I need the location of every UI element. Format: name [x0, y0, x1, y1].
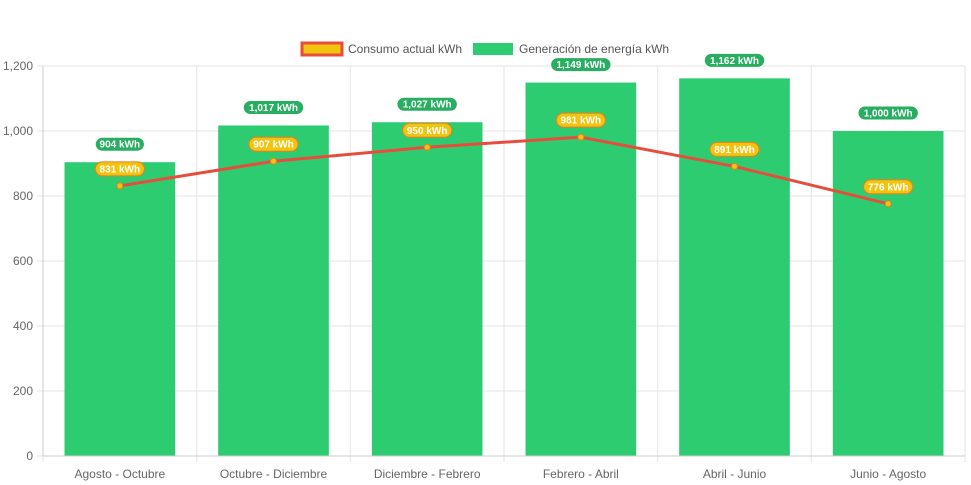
consumption-point	[270, 157, 277, 165]
y-tick-label: 200	[13, 384, 33, 398]
generation-data-label-bg	[550, 57, 612, 73]
consumption-data-label: 907 kWh	[248, 136, 299, 152]
consumption-data-label-text: 981 kWh	[561, 116, 602, 127]
consumption-point	[423, 143, 431, 151]
generation-data-label-text: 1,027 kWh	[403, 100, 452, 111]
consumption-data-label-text: 831 kWh	[100, 164, 141, 175]
x-tick-label: Febrero - Abril	[543, 467, 619, 481]
consumption-data-label-text: 891 kWh	[714, 145, 755, 156]
y-tick-label: 800	[13, 189, 33, 203]
generation-data-label-bg	[703, 52, 766, 68]
consumption-data-label-bg	[248, 136, 299, 152]
generation-data-label-bg	[94, 136, 145, 152]
generation-bar	[371, 122, 483, 456]
generation-data-label: 1,149 kWh	[550, 57, 612, 73]
generation-bar	[218, 125, 329, 456]
consumption-point	[577, 133, 585, 141]
axes: 0 200 400 600 800 1,000 1,200 Agosto - Octubre O…	[3, 59, 965, 481]
y-tick-label: 1,200	[3, 59, 33, 73]
consumption-data-label: 981 kWh	[555, 112, 606, 128]
generation-data-label-text: 1,000 kWh	[864, 109, 913, 120]
y-tick-label: 400	[13, 319, 33, 333]
consumption-data-label: 950 kWh	[402, 122, 453, 138]
y-tick-label: 1,000	[3, 124, 33, 138]
y-tick-label: 600	[13, 254, 33, 268]
consumption-data-label-bg	[94, 161, 145, 177]
generation-bar	[679, 78, 790, 456]
consumption-data-label-text: 907 kWh	[253, 140, 294, 151]
legend: Consumo actual kWh Generación de energía …	[300, 41, 669, 57]
consumption-line	[116, 133, 892, 208]
x-tick-label: Abril - Junio	[703, 467, 767, 481]
legend-item-generation: Generación de energía kWh	[473, 42, 669, 56]
legend-label-consumption: Consumo actual kWh	[348, 42, 462, 56]
consumption-data-label-bg	[402, 122, 453, 138]
generation-data-label-text: 1,162 kWh	[710, 56, 759, 67]
consumption-data-label-text: 776 kWh	[868, 182, 909, 193]
consumption-data-label-text: 950 kWh	[407, 126, 448, 137]
x-tick-label: Diciembre - Febrero	[374, 467, 481, 481]
generation-data-label-bg	[242, 99, 305, 115]
generation-data-label-text: 1,017 kWh	[249, 103, 298, 114]
legend-label-generation: Generación de energía kWh	[519, 42, 669, 56]
consumption-polyline	[119, 135, 889, 206]
generation-data-label: 1,027 kWh	[396, 96, 458, 112]
generation-data-label-text: 1,149 kWh	[556, 60, 605, 71]
data-labels: 904 kWh 1,017 kWh 1,027 kWh 1,149 kWh 1,162 …	[94, 52, 919, 195]
consumption-data-label: 776 kWh	[863, 179, 914, 195]
generation-data-label-bg	[396, 96, 458, 112]
generation-data-label: 1,000 kWh	[857, 105, 919, 121]
consumption-data-label-bg	[555, 112, 606, 128]
generation-data-label-text: 904 kWh	[100, 140, 141, 151]
consumption-data-label: 831 kWh	[94, 161, 145, 177]
grid	[42, 65, 966, 462]
consumption-data-label-bg	[709, 141, 760, 157]
consumption-data-label-bg	[863, 179, 914, 195]
generation-data-label: 904 kWh	[94, 136, 145, 152]
x-tick-label: Octubre - Diciembre	[220, 467, 328, 481]
consumption-point	[731, 162, 738, 170]
consumption-point	[884, 200, 892, 208]
legend-swatch-consumption	[300, 41, 344, 57]
x-tick-label: Junio - Agosto	[850, 467, 926, 481]
x-tick-label: Agosto - Octubre	[74, 467, 165, 481]
generation-data-label: 1,017 kWh	[242, 99, 305, 115]
legend-swatch-generation	[473, 43, 513, 55]
generation-data-label-bg	[857, 105, 919, 121]
consumption-point	[116, 182, 124, 190]
consumption-data-label: 891 kWh	[709, 141, 760, 157]
y-tick-label: 0	[26, 449, 33, 463]
generation-data-label: 1,162 kWh	[703, 52, 766, 68]
legend-item-consumption: Consumo actual kWh	[300, 41, 462, 57]
generation-bar	[64, 162, 176, 456]
